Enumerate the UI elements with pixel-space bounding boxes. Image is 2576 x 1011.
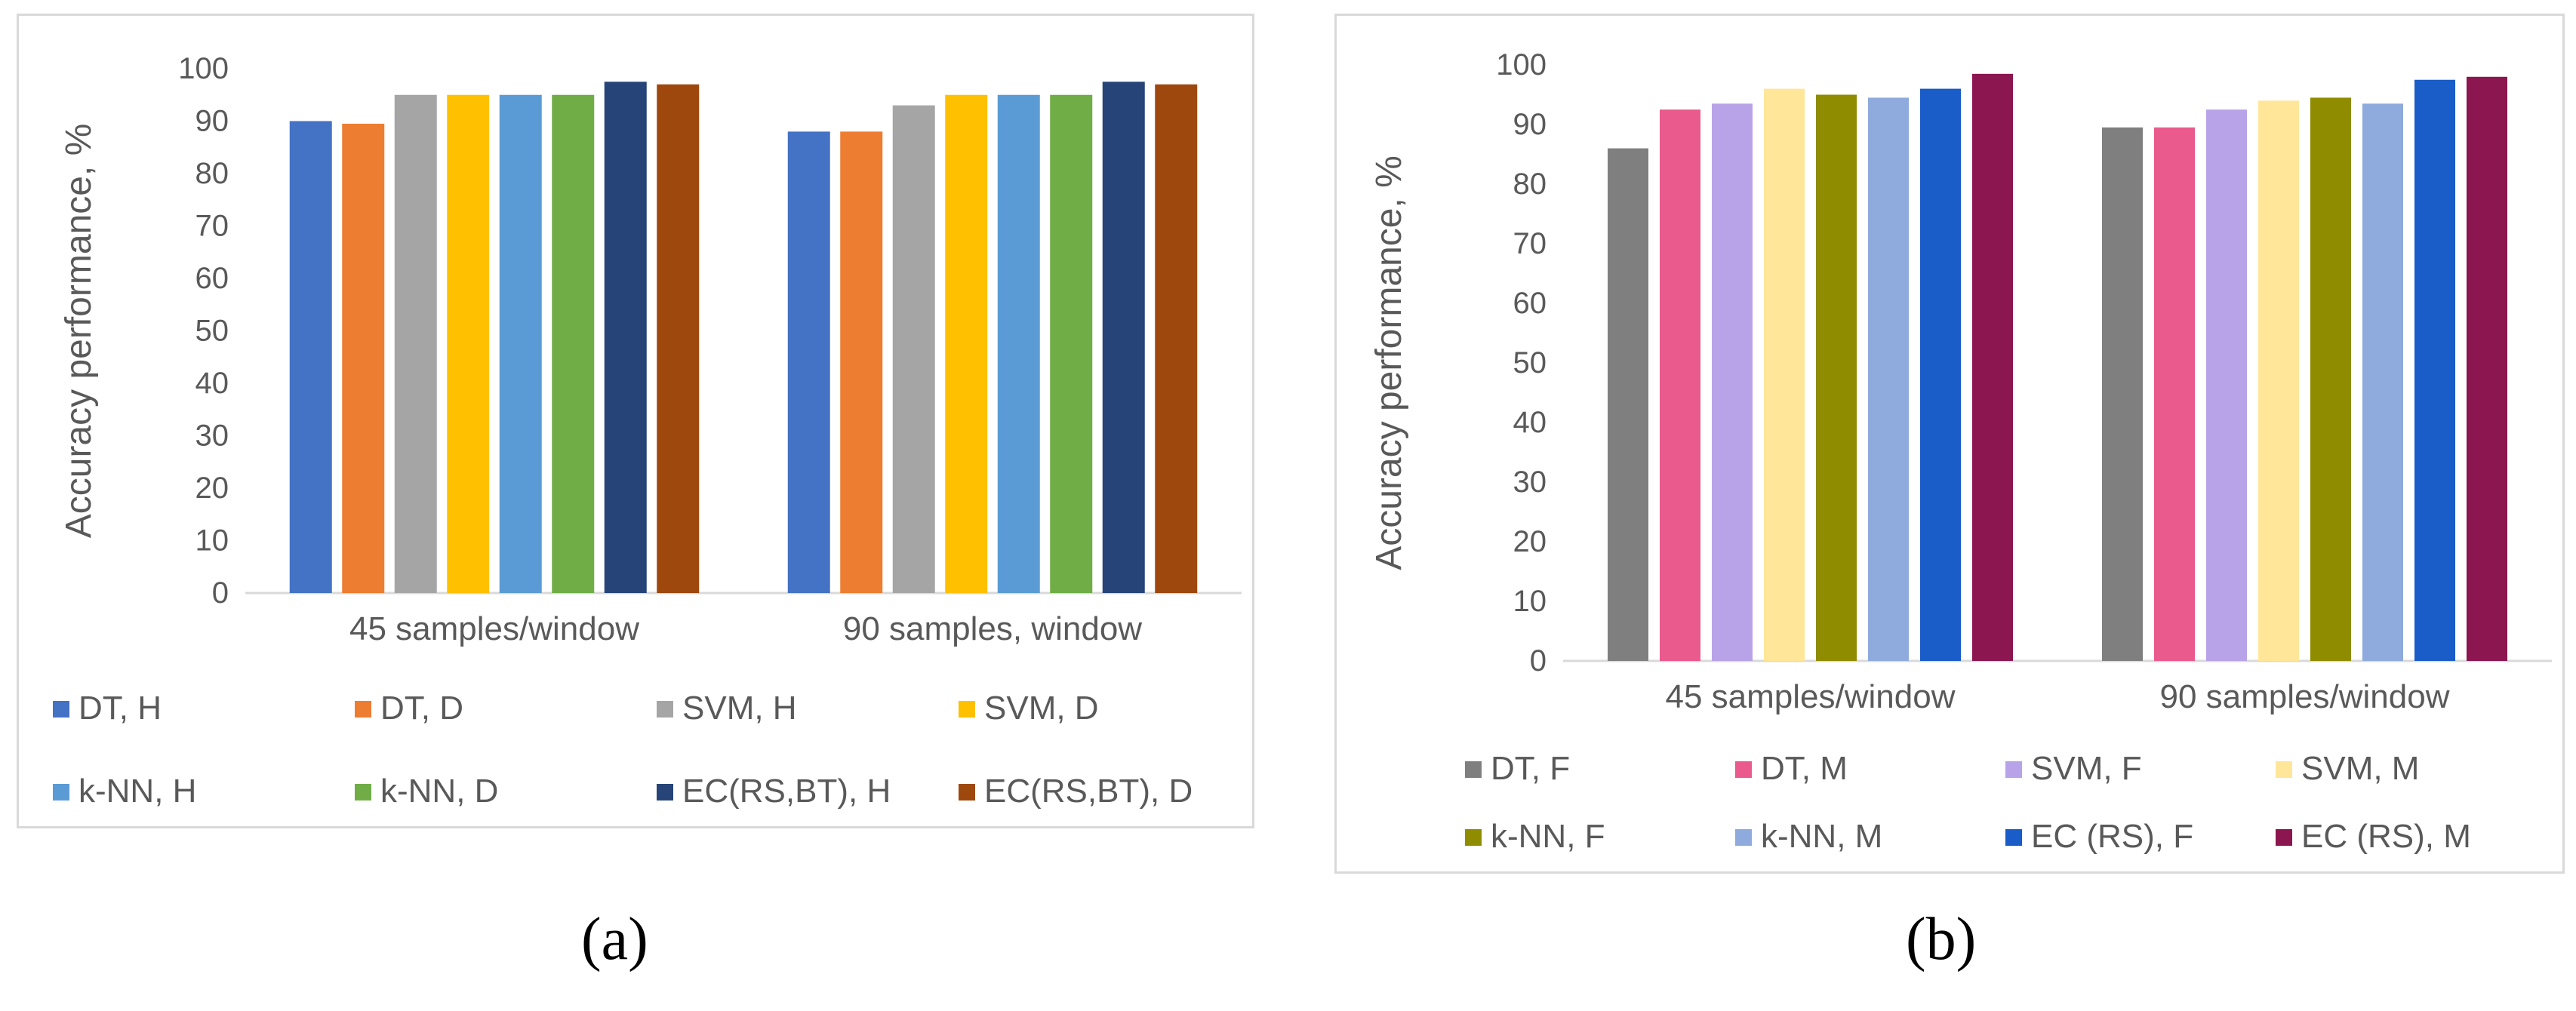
y-axis-label: Accuracy performance, % [59,124,99,539]
chart-a: 0 10 20 30 40 50 60 70 80 90 100 Accuracy performan… [53,52,1242,810]
y-tick-label: 80 [195,157,229,190]
bar-k-nn-m-0 [1868,97,1909,661]
bar-dt-h-1 [787,131,830,593]
bar-ec-rs-m-1 [2467,76,2507,662]
y-tick-label: 90 [195,105,229,138]
legend-swatch [53,784,69,801]
y-tick-label: 20 [195,472,229,505]
x-category-label: 45 samples/window [349,610,639,647]
bar-ec-rs-bt-d-1 [1155,84,1198,594]
y-tick-label: 100 [1496,48,1547,81]
legend-swatch [2005,761,2022,778]
legend-swatch [959,701,975,718]
x-category-label: 90 samples/window [2160,678,2450,715]
bar-dt-f-1 [2102,127,2143,661]
bar-svm-m-1 [2258,100,2299,661]
bar-dt-d-0 [342,123,385,594]
y-tick-label: 60 [195,262,229,295]
legend-swatch [2276,761,2292,778]
bar-dt-h-0 [289,121,332,593]
caption-b: (b) [1906,906,1977,973]
chart-panel-a: 0 10 20 30 40 50 60 70 80 90 100 Accuracy performan… [17,14,1254,828]
y-tick-label: 40 [1513,406,1547,439]
bar-ec-rs-f-1 [2414,79,2455,661]
bar-svm-m-0 [1764,88,1805,662]
legend-label: k-NN, M [1761,818,1882,855]
legend-label: EC(RS,BT), D [984,773,1193,810]
bar-dt-d-1 [840,131,883,593]
legend-label: SVM, H [682,690,797,727]
bar-k-nn-h-0 [499,94,542,593]
legend-swatch [959,784,975,801]
legend-swatch [2276,829,2292,846]
bar-svm-f-0 [1712,103,1753,662]
y-tick-label: 10 [195,524,229,558]
legend-label: SVM, M [2301,750,2419,787]
legend-label: DT, H [78,690,162,727]
bar-ec-rs-f-0 [1920,88,1961,662]
y-axis-label: Accuracy performance, % [1369,155,1409,570]
legend-swatch [2005,829,2022,846]
y-tick-label: 80 [1513,167,1547,201]
bar-k-nn-d-1 [1050,94,1093,593]
bar-ec-rs-bt-h-0 [604,81,647,593]
legend-label: SVM, D [984,690,1099,727]
x-category-label: 90 samples, window [843,610,1142,647]
y-tick-label: 30 [1513,466,1547,499]
bar-svm-d-1 [945,94,988,593]
bar-k-nn-f-1 [2310,97,2351,661]
y-tick-label: 10 [1513,585,1547,618]
y-tick-label: 20 [1513,525,1547,558]
legend-swatch [1465,761,1482,778]
bar-svm-h-0 [394,94,437,593]
y-tick-label: 90 [1513,108,1547,141]
bar-dt-f-0 [1608,148,1648,662]
y-tick-label: 40 [195,367,229,400]
legend-swatch [1735,829,1752,846]
legend-label: DT, M [1761,750,1848,787]
legend-swatch [657,701,673,718]
legend-label: EC (RS), M [2301,818,2471,855]
legend-label: DT, F [1491,750,1570,787]
chart-panel-b: 0 10 20 30 40 50 60 70 80 90 100 Accuracy performan… [1334,14,2565,874]
bar-svm-f-1 [2206,109,2247,661]
y-tick-label: 70 [195,210,229,243]
legend-label: EC (RS), F [2031,818,2193,855]
y-tick-label: 50 [195,315,229,348]
bar-ec-rs-bt-h-1 [1102,81,1145,593]
legend-label: k-NN, H [78,773,196,810]
bar-k-nn-f-0 [1816,94,1857,661]
y-tick-label: 0 [1530,644,1547,678]
bar-k-nn-m-1 [2362,103,2403,662]
y-tick-label: 70 [1513,227,1547,260]
chart-b: 0 10 20 30 40 50 60 70 80 90 100 Accuracy performan… [1369,48,2552,855]
bar-ec-rs-bt-d-0 [657,84,700,594]
legend-label: SVM, F [2031,750,2142,787]
y-tick-label: 0 [212,576,229,610]
legend-swatch [355,701,371,718]
bar-dt-m-1 [2154,127,2195,661]
bar-k-nn-d-0 [552,94,595,593]
y-tick-label: 100 [178,52,229,85]
legend-swatch [53,701,69,718]
bar-svm-d-0 [447,94,490,593]
legend-swatch [657,784,673,801]
bar-svm-h-1 [892,105,935,593]
legend-label: EC(RS,BT), H [682,773,891,810]
legend-label: DT, D [380,690,463,727]
bar-dt-m-0 [1660,109,1700,661]
caption-a: (a) [581,906,648,973]
bar-k-nn-h-1 [997,94,1040,593]
bar-ec-rs-m-0 [1972,73,2013,662]
y-tick-label: 30 [195,419,229,453]
legend-swatch [355,784,371,801]
x-category-label: 45 samples/window [1666,678,1956,715]
legend-label: k-NN, D [380,773,498,810]
legend-label: k-NN, F [1491,818,1605,855]
y-tick-label: 50 [1513,346,1547,380]
legend-swatch [1465,829,1482,846]
y-tick-label: 60 [1513,287,1547,320]
legend-swatch [1735,761,1752,778]
